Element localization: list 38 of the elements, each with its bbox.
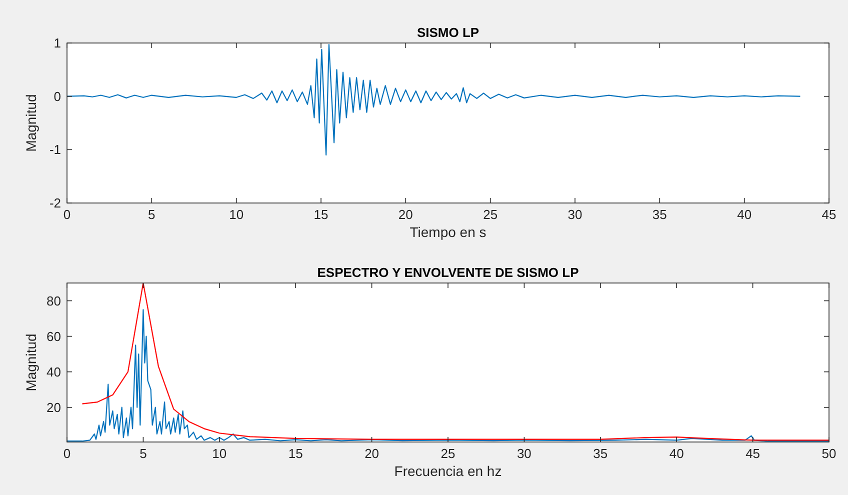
x-tick-label: 50 bbox=[822, 446, 836, 461]
x-tick-label: 25 bbox=[440, 446, 456, 461]
x-tick-label: 5 bbox=[140, 446, 147, 461]
x-tick-label: 40 bbox=[669, 446, 684, 461]
x-tick-label: 20 bbox=[364, 446, 380, 461]
y-axis-title: Magnitud bbox=[23, 334, 39, 392]
x-tick-label: 5 bbox=[148, 207, 156, 222]
line-series bbox=[67, 44, 801, 156]
y-tick-label: -1 bbox=[49, 142, 61, 158]
x-tick-label: 45 bbox=[746, 446, 760, 461]
x-tick-label: 40 bbox=[737, 207, 752, 222]
x-tick-label: 25 bbox=[483, 207, 498, 222]
y-tick-label: 0 bbox=[54, 88, 61, 104]
x-tick-label: 35 bbox=[593, 446, 608, 461]
x-tick-label: 30 bbox=[516, 446, 532, 461]
x-tick-label: 0 bbox=[63, 446, 71, 461]
x-tick-label: 10 bbox=[212, 446, 227, 461]
x-tick-label: 10 bbox=[229, 207, 244, 222]
y-tick-label: 40 bbox=[46, 364, 61, 380]
chart-title: ESPECTRO Y ENVOLVENTE DE SISMO LP bbox=[317, 265, 580, 280]
y-tick-label: 20 bbox=[46, 400, 61, 415]
x-tick-label: 35 bbox=[652, 207, 667, 222]
y-tick-label: -2 bbox=[49, 196, 61, 210]
y-tick-label: 1 bbox=[54, 36, 61, 50]
line-series bbox=[82, 283, 829, 441]
y-tick-label: 80 bbox=[46, 293, 61, 308]
x-tick-label: 15 bbox=[314, 207, 328, 222]
x-axis-title: Tiempo en s bbox=[410, 224, 486, 240]
y-axis-title: Magnitud bbox=[23, 94, 39, 152]
y-tick-label: 60 bbox=[46, 328, 61, 344]
x-tick-label: 15 bbox=[288, 446, 303, 461]
x-tick-label: 30 bbox=[568, 207, 582, 222]
x-tick-label: 0 bbox=[63, 207, 71, 222]
x-tick-label: 45 bbox=[822, 207, 836, 222]
x-axis-title: Frecuencia en hz bbox=[394, 463, 502, 479]
x-tick-label: 20 bbox=[398, 207, 413, 222]
chart-title: SISMO LP bbox=[416, 25, 480, 40]
line-series bbox=[67, 309, 829, 442]
